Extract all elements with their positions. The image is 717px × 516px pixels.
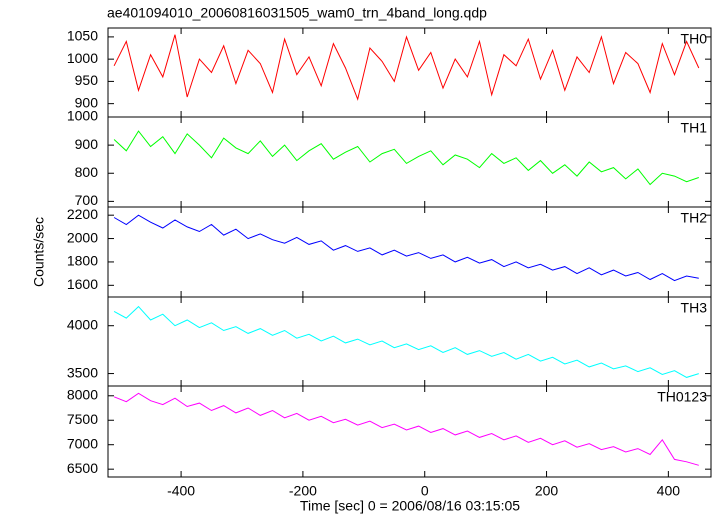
y-tick-label: 1600 bbox=[67, 276, 98, 292]
y-tick-label: 1050 bbox=[67, 28, 98, 44]
panel-frame bbox=[107, 296, 712, 387]
x-tick-label: 400 bbox=[657, 483, 681, 499]
y-tick-label: 800 bbox=[75, 164, 99, 180]
series-label: TH0 bbox=[681, 31, 708, 47]
y-tick-label: 2000 bbox=[67, 229, 98, 245]
y-tick-label: 950 bbox=[75, 72, 99, 88]
panel-frame bbox=[107, 27, 712, 118]
series-label: TH1 bbox=[681, 120, 708, 136]
y-tick-label: 7000 bbox=[67, 435, 98, 451]
series-label: TH3 bbox=[681, 300, 708, 316]
x-tick-label: -200 bbox=[289, 483, 317, 499]
y-axis-label: Counts/sec bbox=[31, 217, 47, 287]
data-line bbox=[113, 214, 699, 282]
y-tick-label: 900 bbox=[75, 94, 99, 110]
series-label: TH0123 bbox=[657, 389, 707, 405]
data-line bbox=[113, 34, 700, 101]
y-tick-label: 1800 bbox=[67, 253, 98, 269]
y-tick-label: 3500 bbox=[67, 364, 98, 380]
data-line bbox=[113, 305, 699, 378]
y-tick-label: 7500 bbox=[67, 411, 98, 427]
data-line bbox=[113, 392, 699, 466]
x-tick-label: 200 bbox=[535, 483, 559, 499]
y-tick-label: 900 bbox=[75, 136, 99, 152]
y-tick-label: 1000 bbox=[67, 108, 98, 124]
y-tick-label: 700 bbox=[75, 192, 99, 208]
y-tick-label: 8000 bbox=[67, 386, 98, 402]
x-axis-label: Time [sec] 0 = 2006/08/16 03:15:05 bbox=[300, 498, 520, 514]
y-tick-label: 4000 bbox=[67, 316, 98, 332]
panel-frame bbox=[107, 206, 712, 298]
y-tick-label: 6500 bbox=[67, 460, 98, 476]
chart-title: ae401094010_20060816031505_wam0_trn_4ban… bbox=[107, 5, 487, 21]
x-tick-label: -400 bbox=[167, 483, 195, 499]
data-line bbox=[113, 130, 699, 186]
panel-frame bbox=[107, 385, 712, 478]
y-tick-label: 1000 bbox=[67, 50, 98, 66]
x-tick-label: 0 bbox=[421, 483, 429, 499]
series-label: TH2 bbox=[681, 210, 708, 226]
y-tick-label: 2200 bbox=[67, 206, 98, 222]
